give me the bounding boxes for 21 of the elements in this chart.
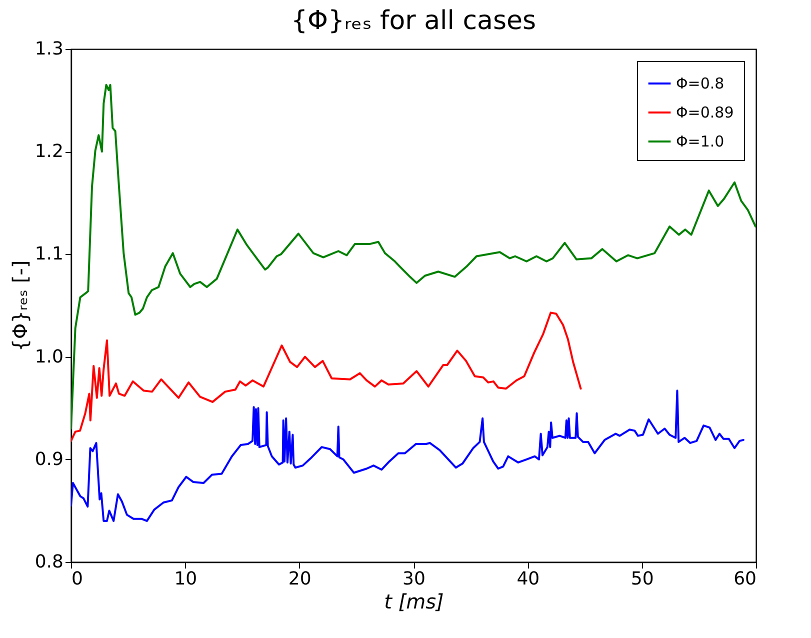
chart-title: {Φ}ᵣₑₛ for all cases: [290, 6, 536, 36]
y-axis-title: {Φ}ᵣₑₛ [-]: [8, 260, 32, 352]
x-tick-label: 30: [402, 568, 426, 590]
y-tick-label: 1.0: [34, 346, 64, 368]
x-tick-label: 50: [630, 568, 654, 590]
x-axis-title: t [ms]: [384, 590, 444, 614]
legend-label: Φ=0.8: [676, 74, 724, 92]
x-tick-label: 0: [72, 568, 83, 590]
line-series: [71, 312, 582, 442]
y-tick-label: 1.3: [34, 38, 64, 60]
y-tick-label: 1.2: [34, 141, 64, 162]
x-tick-label: 40: [516, 568, 540, 590]
x-tick-label: 10: [174, 568, 198, 590]
line-series: [71, 390, 744, 522]
y-tick-label: 0.9: [34, 448, 64, 470]
legend-label: Φ=0.89: [676, 104, 734, 122]
x-tick-label: 20: [288, 568, 312, 590]
x-tick-label: 60: [734, 568, 756, 590]
legend-label: Φ=1.0: [676, 132, 724, 150]
y-tick-label: 0.8: [34, 552, 64, 572]
y-tick-label: 1.1: [34, 244, 64, 265]
